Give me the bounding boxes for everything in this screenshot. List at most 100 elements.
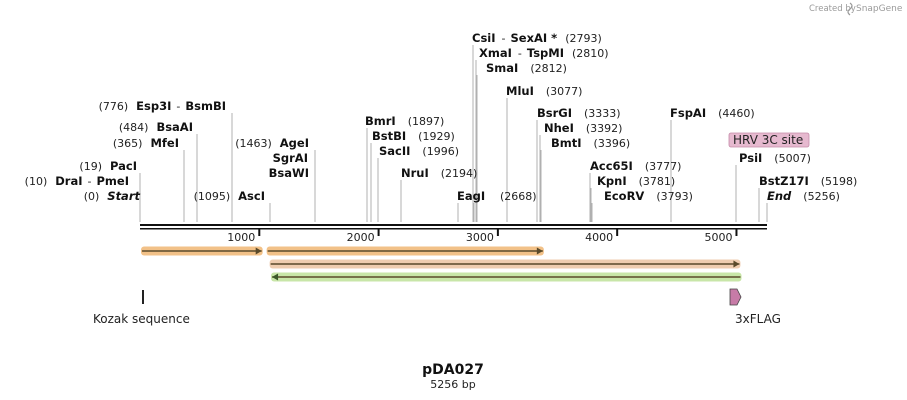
enzyme-site[interactable]: PmeI-DraI (10) [25, 174, 129, 188]
enzyme-site[interactable]: MluI (3077) [506, 84, 582, 98]
enzyme-site[interactable]: AgeI (1463) [235, 136, 309, 150]
enzyme-name: BmtI [551, 136, 582, 150]
ruler-tick-label: 3000 [466, 231, 494, 244]
ruler-tick-label: 1000 [227, 231, 255, 244]
enzyme-name: Acc65I [590, 159, 633, 173]
enzyme-name: Start [107, 189, 140, 203]
enzyme-site[interactable]: BsaWI [269, 166, 309, 180]
enzyme-position: (2810) [572, 47, 609, 60]
enzyme-name: KpnI [597, 174, 627, 188]
enzyme-position: (1897) [408, 115, 445, 128]
enzyme-position: (1929) [418, 130, 455, 143]
enzyme-name: FspAI [670, 106, 706, 120]
enzyme-position: (1996) [422, 145, 459, 158]
enzyme-site[interactable]: EcoRV (3793) [604, 189, 693, 203]
enzyme-position: (3077) [546, 85, 583, 98]
orf-arrow[interactable] [269, 259, 741, 269]
enzyme-name: AscI [238, 189, 265, 203]
feature-3xflag[interactable]: 3xFLAG [729, 288, 781, 326]
enzyme-labels: Start (0) PmeI-DraI(10)PacI(19) MfeI (365) Bs… [25, 31, 858, 203]
enzyme-site[interactable]: SmaI (2812) [486, 61, 567, 75]
enzyme-site[interactable]: KpnI (3781) [597, 174, 675, 188]
enzyme-position: (1095) [194, 190, 231, 203]
enzyme-site[interactable]: BsrGI (3333) [537, 106, 621, 120]
enzyme-name: NheI [544, 121, 574, 135]
enzyme-name-secondary: BsmBI [185, 99, 226, 113]
enzyme-name: SgrAI [273, 151, 308, 165]
enzyme-site[interactable]: BmtI (3396) [551, 136, 630, 150]
enzyme-position: (3781) [639, 175, 676, 188]
enzyme-name: End [767, 189, 792, 203]
enzyme-position: (776) [99, 100, 129, 113]
orf-tracks [141, 246, 742, 282]
enzyme-site[interactable]: Acc65I (3777) [590, 159, 681, 173]
enzyme-site[interactable]: MfeI (365) [113, 136, 179, 150]
ruler-tick-label: 5000 [704, 231, 732, 244]
enzyme-position: (3333) [584, 107, 621, 120]
enzyme-name: EagI [457, 189, 485, 203]
enzyme-name: PsiI [739, 151, 762, 165]
enzyme-site[interactable]: NruI (2194) [401, 166, 477, 180]
backbone [140, 224, 767, 230]
enzyme-position: (10) [25, 175, 48, 188]
enzyme-name: MluI [506, 84, 534, 98]
enzyme-position: (5198) [821, 175, 858, 188]
snapgene-logo-icon [847, 2, 853, 16]
enzyme-name: BmrI [365, 114, 396, 128]
enzyme-name: XmaI [479, 46, 512, 60]
enzyme-name: CsiI [472, 31, 496, 45]
watermark: Created by SnapGene [809, 2, 903, 16]
enzyme-name: PacI [110, 159, 137, 173]
feature-hrv-3c-site[interactable]: HRV 3C site [728, 132, 810, 148]
enzyme-name: NruI [401, 166, 429, 180]
enzyme-name: EcoRV [604, 189, 644, 203]
enzyme-position: (3777) [645, 160, 682, 173]
enzyme-site[interactable]: End (5256) [767, 189, 840, 203]
enzyme-position: (0) [84, 190, 100, 203]
enzyme-site[interactable]: NheI (3392) [544, 121, 622, 135]
enzyme-site[interactable]: SacII (1996) [379, 144, 459, 158]
enzyme-site[interactable]: BmrI (1897) [365, 114, 444, 128]
plasmid-name: pDA027 [422, 362, 484, 378]
enzyme-site[interactable]: BstZ17I (5198) [759, 174, 857, 188]
enzyme-site[interactable]: EagI [457, 189, 485, 203]
enzyme-site[interactable]: AscI (1095) [194, 189, 265, 203]
enzyme-leader-lines [139, 45, 768, 222]
ruler-tick-label: 2000 [347, 231, 375, 244]
enzyme-site[interactable]: BsaAI (484) [119, 120, 193, 134]
plasmid-length: 5256 bp [430, 378, 475, 391]
enzyme-name-separator: - [518, 47, 522, 60]
enzyme-name: Esp3I [136, 99, 171, 113]
enzyme-site[interactable]: SgrAI [273, 151, 308, 165]
ruler-tick-label: 4000 [585, 231, 613, 244]
enzyme-name: SacII [379, 144, 410, 158]
enzyme-position: (5007) [774, 152, 811, 165]
enzyme-site[interactable]: PsiI (5007) [739, 151, 811, 165]
enzyme-site[interactable]: CsiI - SexAI * (2793) [472, 31, 602, 45]
enzyme-name-secondary: SexAI * [511, 31, 558, 45]
orf-arrow[interactable] [141, 246, 263, 256]
enzyme-name: MfeI [150, 136, 179, 150]
enzyme-site[interactable]: XmaI - TspMI (2810) [479, 46, 609, 60]
orf-arrow[interactable] [271, 272, 742, 282]
enzyme-site[interactable]: (2668) [500, 190, 537, 203]
enzyme-position: (365) [113, 137, 143, 150]
feature-kozak-sequence[interactable]: Kozak sequence [93, 290, 190, 326]
enzyme-position: (5256) [803, 190, 840, 203]
enzyme-site[interactable]: FspAI (4460) [670, 106, 755, 120]
feature-label-kozak-sequence: Kozak sequence [93, 312, 190, 326]
watermark-prefix: Created by [809, 4, 856, 14]
enzyme-site[interactable]: BstBI (1929) [372, 129, 455, 143]
enzyme-site[interactable]: PacI (19) [79, 159, 137, 173]
enzyme-name: SmaI [486, 61, 518, 75]
enzyme-name: BstZ17I [759, 174, 809, 188]
enzyme-site[interactable]: Start (0) [84, 189, 141, 203]
enzyme-position: (4460) [718, 107, 755, 120]
arrowhead-right-icon [536, 247, 543, 255]
orf-arrow[interactable] [266, 246, 544, 256]
enzyme-site[interactable]: BsmBI-Esp3I (776) [99, 99, 226, 113]
enzyme-position: (2812) [530, 62, 567, 75]
enzyme-position: (484) [119, 121, 149, 134]
enzyme-position: (2793) [565, 32, 602, 45]
